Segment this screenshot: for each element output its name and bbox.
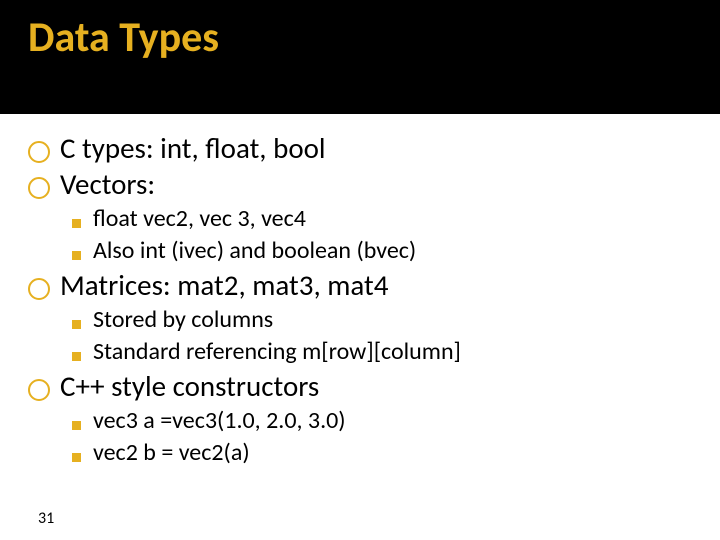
list-subitem: float vec2, vec 3, vec4: [72, 203, 688, 235]
list-subitem: Also int (ivec) and boolean (bvec): [72, 235, 688, 267]
slide-content: C types: int, float, bool Vectors: float…: [28, 130, 688, 469]
list-subitem-text: vec2 b = vec2(a): [93, 437, 250, 469]
list-subitem-text: vec3 a =vec3(1.0, 2.0, 3.0): [93, 405, 346, 437]
slide-title: Data Types: [28, 12, 219, 63]
list-item: Vectors:: [28, 166, 688, 202]
square-bullet-icon: [72, 453, 81, 462]
list-item: C types: int, float, bool: [28, 130, 688, 166]
list-subitem: Stored by columns: [72, 304, 688, 336]
list-item-text: C types: int, float, bool: [60, 130, 326, 166]
list-subitem: vec2 b = vec2(a): [72, 437, 688, 469]
list-item-text: Vectors:: [60, 166, 155, 202]
square-bullet-icon: [72, 320, 81, 329]
page-number: 31: [38, 509, 54, 528]
square-bullet-icon: [72, 352, 81, 361]
title-bar: Data Types: [0, 0, 720, 114]
list-subitem-text: Standard referencing m[row][column]: [93, 336, 461, 368]
square-bullet-icon: [72, 219, 81, 228]
slide: Data Types C types: int, float, bool Vec…: [0, 0, 720, 540]
list-item-text: C++ style constructors: [60, 368, 319, 404]
list-subitem: vec3 a =vec3(1.0, 2.0, 3.0): [72, 405, 688, 437]
square-bullet-icon: [72, 251, 81, 260]
list-subitem: Standard referencing m[row][column]: [72, 336, 688, 368]
list-subitem-text: Also int (ivec) and boolean (bvec): [93, 235, 416, 267]
list-subitem-text: float vec2, vec 3, vec4: [93, 203, 306, 235]
square-bullet-icon: [72, 421, 81, 430]
circle-bullet-icon: [28, 141, 50, 163]
list-item: Matrices: mat2, mat3, mat4: [28, 267, 688, 303]
list-item: C++ style constructors: [28, 368, 688, 404]
list-subitem-text: Stored by columns: [93, 304, 273, 336]
circle-bullet-icon: [28, 177, 50, 199]
circle-bullet-icon: [28, 379, 50, 401]
circle-bullet-icon: [28, 278, 50, 300]
list-item-text: Matrices: mat2, mat3, mat4: [60, 267, 388, 303]
